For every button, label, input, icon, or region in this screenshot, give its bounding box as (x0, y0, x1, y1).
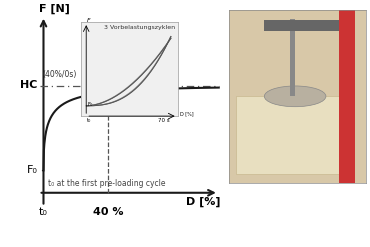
Text: F₀: F₀ (87, 102, 92, 107)
Text: F [N]: F [N] (40, 4, 70, 14)
Ellipse shape (264, 86, 326, 107)
Text: F: F (87, 18, 91, 22)
Bar (290, 19, 295, 96)
Text: D [%]: D [%] (186, 197, 221, 207)
Bar (339, 10, 355, 183)
Text: t₀ at the first pre-loading cycle: t₀ at the first pre-loading cycle (48, 179, 166, 188)
Text: HC: HC (20, 80, 38, 89)
Text: t₀: t₀ (39, 207, 48, 217)
Text: D [%]: D [%] (179, 112, 193, 117)
Bar (263, 20, 339, 31)
Bar (236, 96, 353, 174)
Text: F₀: F₀ (27, 165, 38, 175)
Text: 70 s: 70 s (158, 118, 170, 123)
Text: t₀: t₀ (87, 118, 91, 123)
Text: 3 Vorbelastungszyklen: 3 Vorbelastungszyklen (104, 25, 175, 30)
Text: (40%/0s): (40%/0s) (43, 69, 77, 79)
Text: 40 %: 40 % (93, 207, 124, 217)
